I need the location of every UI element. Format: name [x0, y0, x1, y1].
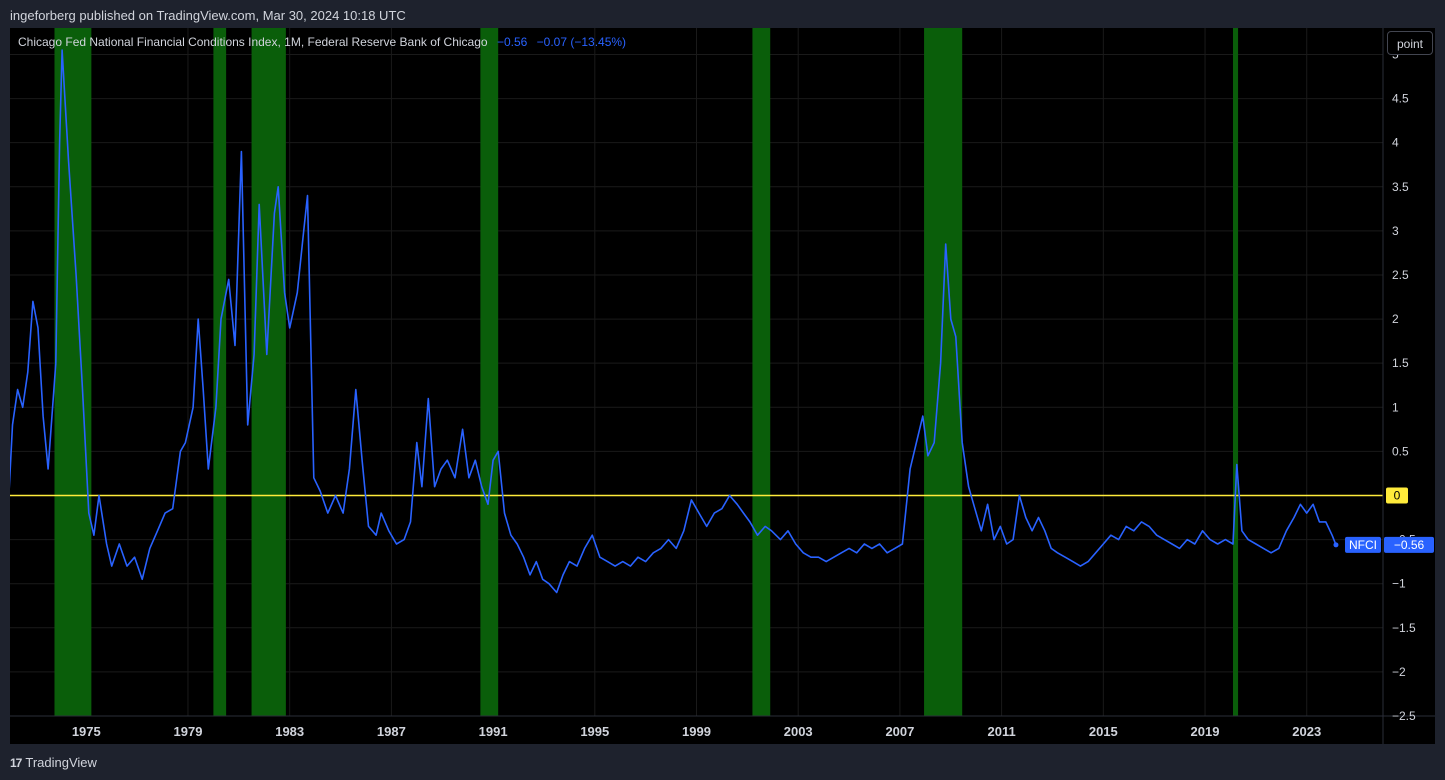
series-name-text: NFCI: [1349, 538, 1377, 552]
x-tick-label: 2007: [885, 724, 914, 739]
recession-band: [251, 28, 286, 716]
tradingview-logo-icon: 17: [10, 755, 22, 770]
last-value-badge: [1384, 536, 1434, 553]
last-value: −0.56: [496, 35, 528, 49]
last-point-marker: [1333, 542, 1339, 548]
chart-area[interactable]: 54.543.532.521.510.5−0.5−1−1.5−2−2.50NFC…: [0, 28, 1435, 744]
footer-brand[interactable]: 17 TradingView: [10, 755, 97, 770]
y-tick-label: −2.5: [1392, 709, 1416, 723]
x-tick-label: 1991: [479, 724, 508, 739]
y-tick-label: 4: [1392, 136, 1399, 150]
series-title: Chicago Fed National Financial Condition…: [18, 35, 488, 49]
scale-mode-button[interactable]: point: [1387, 31, 1433, 55]
series-name-badge: [1345, 536, 1381, 553]
last-value-text: −0.56: [1394, 538, 1425, 552]
y-tick-label: 2.5: [1392, 268, 1409, 282]
x-tick-label: 1999: [682, 724, 711, 739]
x-tick-label: 2011: [988, 724, 1016, 739]
chart-svg[interactable]: 54.543.532.521.510.5−0.5−1−1.5−2−2.50NFC…: [0, 28, 1435, 744]
zero-label-badge: [1386, 487, 1408, 504]
brand-name: TradingView: [25, 755, 97, 770]
recession-band: [924, 28, 963, 716]
x-tick-label: 1995: [580, 724, 609, 739]
x-tick-label: 1987: [377, 724, 406, 739]
y-tick-label: 3: [1392, 224, 1399, 238]
recession-band: [480, 28, 499, 716]
nfci-series-line[interactable]: [0, 49, 1337, 594]
change-value: −0.07 (−13.45%): [536, 35, 627, 49]
publish-info: ingeforberg published on TradingView.com…: [10, 8, 406, 23]
y-tick-label: 3.5: [1392, 180, 1409, 194]
x-tick-label: 2003: [784, 724, 813, 739]
x-tick-label: 1975: [72, 724, 101, 739]
x-tick-label: 2019: [1191, 724, 1220, 739]
recession-band: [1232, 28, 1239, 716]
x-tick-label: 1979: [174, 724, 203, 739]
zero-label-text: 0: [1394, 488, 1401, 502]
y-tick-label: −1.5: [1392, 621, 1416, 635]
x-tick-label: 2015: [1089, 724, 1118, 739]
y-tick-label: −2: [1392, 665, 1406, 679]
x-tick-label: 2023: [1292, 724, 1321, 739]
recession-band: [752, 28, 771, 716]
y-tick-label: 4.5: [1392, 92, 1409, 106]
recession-band: [54, 28, 92, 716]
y-tick-label: 0.5: [1392, 444, 1409, 458]
y-tick-label: 2: [1392, 312, 1399, 326]
y-tick-label: −1: [1392, 577, 1406, 591]
chart-legend: Chicago Fed National Financial Condition…: [18, 35, 626, 49]
recession-band: [213, 28, 227, 716]
x-tick-label: 1983: [275, 724, 304, 739]
y-tick-label: 1.5: [1392, 356, 1409, 370]
y-tick-label: 1: [1392, 400, 1399, 414]
